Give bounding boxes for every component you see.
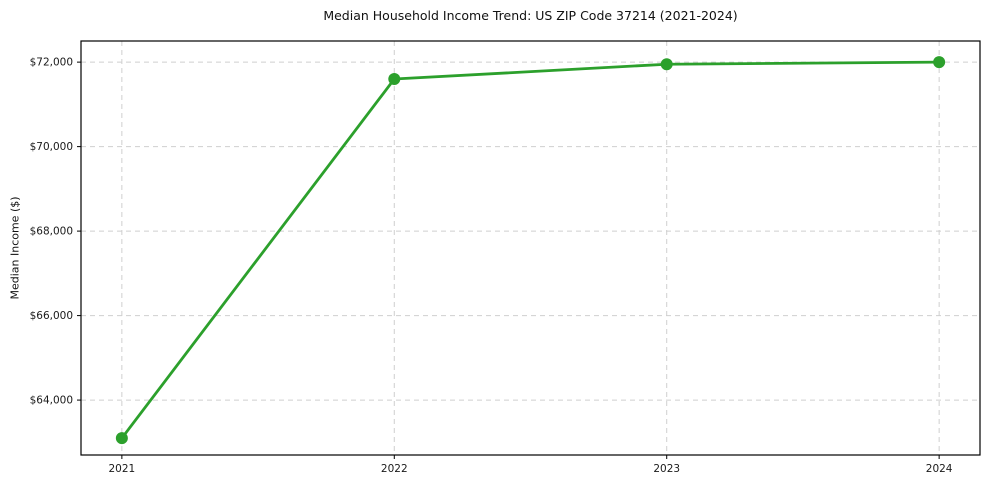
data-point-marker bbox=[933, 56, 946, 69]
x-tick-label: 2024 bbox=[926, 463, 953, 475]
y-tick-label: $72,000 bbox=[30, 57, 73, 69]
data-point-marker bbox=[660, 58, 673, 71]
data-point-marker bbox=[115, 432, 128, 445]
y-tick-label: $68,000 bbox=[30, 226, 73, 238]
x-tick-label: 2021 bbox=[108, 463, 135, 475]
data-point-marker bbox=[388, 73, 401, 86]
y-tick-label: $66,000 bbox=[30, 310, 73, 322]
x-tick-label: 2022 bbox=[381, 463, 408, 475]
y-tick-label: $70,000 bbox=[30, 141, 73, 153]
x-tick-label: 2023 bbox=[653, 463, 680, 475]
chart-title: Median Household Income Trend: US ZIP Co… bbox=[323, 8, 738, 23]
income-trend-line bbox=[120, 60, 941, 440]
plot-frame bbox=[80, 40, 981, 456]
y-tick-label: $64,000 bbox=[30, 395, 73, 407]
